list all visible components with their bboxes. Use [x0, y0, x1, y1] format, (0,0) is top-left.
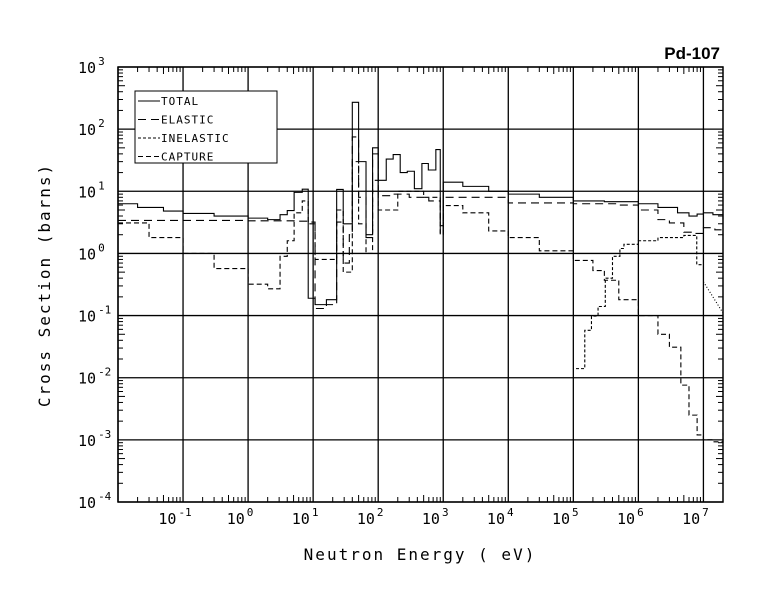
legend-label: TOTAL — [161, 95, 199, 108]
legend-box — [134, 90, 278, 164]
elastic-curve — [118, 136, 724, 310]
plot-frame — [117, 66, 724, 503]
y-axis-label: Cross Section (barns) — [35, 163, 54, 407]
y-tick-label: 10 0 — [78, 241, 105, 263]
curves — [118, 101, 724, 443]
total-curve — [118, 101, 724, 306]
x-tick-label: 10 7 — [682, 506, 709, 528]
y-tick-label: 10 -1 — [78, 304, 111, 326]
legend-label: CAPTURE — [161, 151, 214, 164]
y-tick-label: 10 1 — [78, 179, 105, 201]
legend-label: ELASTIC — [161, 114, 214, 127]
inelastic-curve — [576, 234, 704, 370]
chart-title: Pd-107 — [664, 44, 720, 63]
y-tick-label: 10 -3 — [78, 428, 111, 450]
y-tick-label: 10 -2 — [78, 366, 111, 388]
y-tick-label: 10 3 — [78, 55, 105, 77]
x-tick-label: 10 0 — [227, 506, 254, 528]
unlabeled-curve — [702, 281, 724, 314]
y-tick-label: 10 -4 — [78, 490, 112, 512]
capture-curve — [118, 161, 724, 443]
x-tick-label: 10 3 — [422, 506, 449, 528]
x-tick-label: 10 -1 — [158, 506, 191, 528]
y-tick-label: 10 2 — [78, 117, 105, 139]
x-tick-label: 10 6 — [617, 506, 644, 528]
x-tick-label: 10 1 — [292, 506, 319, 528]
x-tick-labels: 10 -1 10 0 10 1 10 2 10 3 10 4 10 5 10 6 10 7 — [158, 506, 708, 528]
x-tick-label: 10 5 — [552, 506, 579, 528]
x-tick-label: 10 4 — [487, 506, 514, 528]
x-axis-label: Neutron Energy ( eV) — [304, 545, 537, 564]
legend-label: INELASTIC — [161, 132, 230, 145]
legend: TOTAL ELASTIC INELASTIC CAPTURE — [134, 90, 278, 164]
x-tick-label: 10 2 — [357, 506, 384, 528]
minor-ticks — [118, 67, 723, 502]
